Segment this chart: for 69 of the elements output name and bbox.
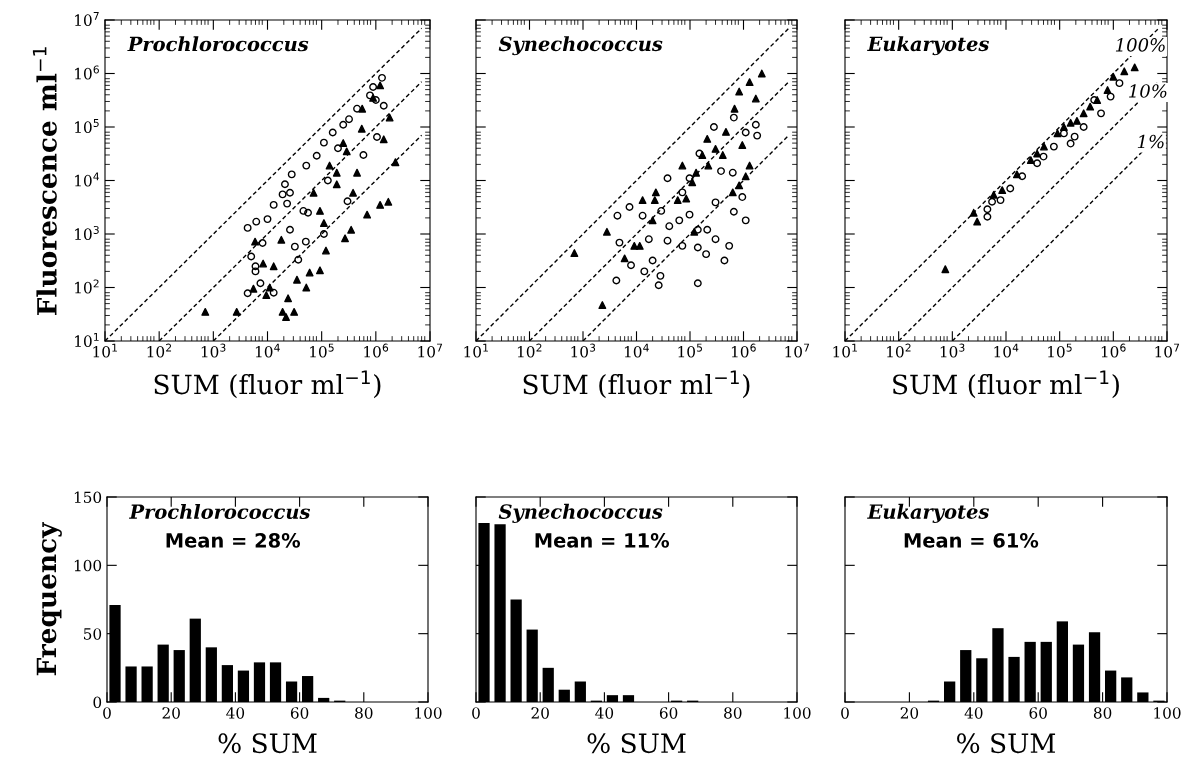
x-tick-label: 40 xyxy=(964,707,983,719)
x-tick-label: 10$^{4}$ xyxy=(624,343,649,358)
x-tick-label: 10$^{6}$ xyxy=(1101,343,1126,358)
x-tick-label: 20 xyxy=(162,707,180,719)
annotation: 1% xyxy=(1137,134,1164,149)
x-axis-title: % SUM xyxy=(587,733,686,754)
x-axis-title: % SUM xyxy=(218,733,317,754)
x-tick-label: 40 xyxy=(595,707,614,719)
annotation: 10% xyxy=(1129,84,1167,98)
x-tick-label: 10$^{7}$ xyxy=(785,343,810,358)
y-tick-label: 10$^{5}$ xyxy=(75,119,99,133)
x-tick-label: 60 xyxy=(1029,707,1047,719)
x-tick-label: 10$^{6}$ xyxy=(364,343,389,358)
x-tick-label: 100 xyxy=(1154,707,1181,719)
x-tick-label: 80 xyxy=(724,707,742,719)
x-tick-label: 10$^{2}$ xyxy=(887,343,911,358)
x-axis-title: SUM (fluor ml$^{−1}$) xyxy=(893,370,1119,399)
x-tick-label: 100 xyxy=(415,707,442,719)
x-axis-title: SUM (fluor ml$^{−1}$) xyxy=(523,370,750,399)
y-tick-label: 10$^{4}$ xyxy=(75,172,100,187)
x-tick-label: 80 xyxy=(355,707,373,719)
y-tick-label: 0 xyxy=(93,696,102,709)
x-tick-label: 10$^{6}$ xyxy=(731,343,756,358)
y-tick-label: 50 xyxy=(84,628,102,640)
y-tick-label: 10$^{7}$ xyxy=(75,12,99,26)
x-tick-label: 10$^{1}$ xyxy=(464,343,488,358)
x-tick-label: 0 xyxy=(103,707,111,719)
annotation: 100% xyxy=(1115,38,1165,52)
x-axis-title: SUM (fluor ml$^{−1}$) xyxy=(154,370,381,399)
x-tick-label: 10$^{3}$ xyxy=(571,343,596,358)
y-tick-label: 10$^{3}$ xyxy=(75,225,99,240)
y-axis-title: Fluorescence ml$^{−1}$ xyxy=(32,47,57,316)
x-tick-label: 10$^{7}$ xyxy=(1155,343,1180,358)
x-tick-label: 40 xyxy=(226,707,245,719)
text: Eukaryotes xyxy=(867,36,989,56)
y-tick-label: 10$^{6}$ xyxy=(75,65,99,80)
x-axis-title: % SUM xyxy=(957,733,1056,754)
y-tick-label: 10$^{2}$ xyxy=(75,279,99,294)
chart-title: Synechococcus xyxy=(498,503,663,523)
chart-title: Prochlorococcus xyxy=(129,503,311,520)
x-tick-label: 10$^{1}$ xyxy=(833,343,857,358)
x-tick-label: 60 xyxy=(659,707,678,719)
x-tick-label: 10$^{4}$ xyxy=(255,343,280,358)
x-tick-label: 0 xyxy=(472,707,480,719)
x-tick-label: 0 xyxy=(841,707,849,719)
chart-title: Eukaryotes xyxy=(867,503,989,523)
y-axis-title: Frequency xyxy=(36,521,62,676)
annotation: Mean = 11% xyxy=(535,533,670,548)
x-tick-label: 80 xyxy=(1093,707,1112,719)
y-tick-label: 10$^{1}$ xyxy=(75,333,99,347)
x-tick-label: 10$^{5}$ xyxy=(310,343,334,358)
text: Prochlorococcus xyxy=(127,36,309,52)
x-tick-label: 10$^{2}$ xyxy=(517,343,542,358)
annotation: Mean = 61% xyxy=(904,533,1039,548)
x-tick-label: 60 xyxy=(290,707,309,719)
x-tick-label: 10$^{5}$ xyxy=(1048,343,1072,358)
y-tick-label: 100 xyxy=(74,559,102,572)
x-tick-label: 20 xyxy=(900,707,919,719)
x-tick-label: 10$^{7}$ xyxy=(418,343,443,358)
x-tick-label: 20 xyxy=(531,707,549,719)
x-tick-label: 10$^{3}$ xyxy=(201,343,226,358)
y-tick-label: 150 xyxy=(74,491,102,504)
x-tick-label: 10$^{3}$ xyxy=(940,343,965,358)
x-tick-label: 100 xyxy=(784,707,811,719)
text: Synechococcus xyxy=(498,36,663,56)
x-tick-label: 10$^{4}$ xyxy=(994,343,1019,358)
annotation: Mean = 28% xyxy=(166,533,301,548)
x-tick-label: 10$^{5}$ xyxy=(678,343,703,358)
x-tick-label: 10$^{2}$ xyxy=(147,343,172,358)
